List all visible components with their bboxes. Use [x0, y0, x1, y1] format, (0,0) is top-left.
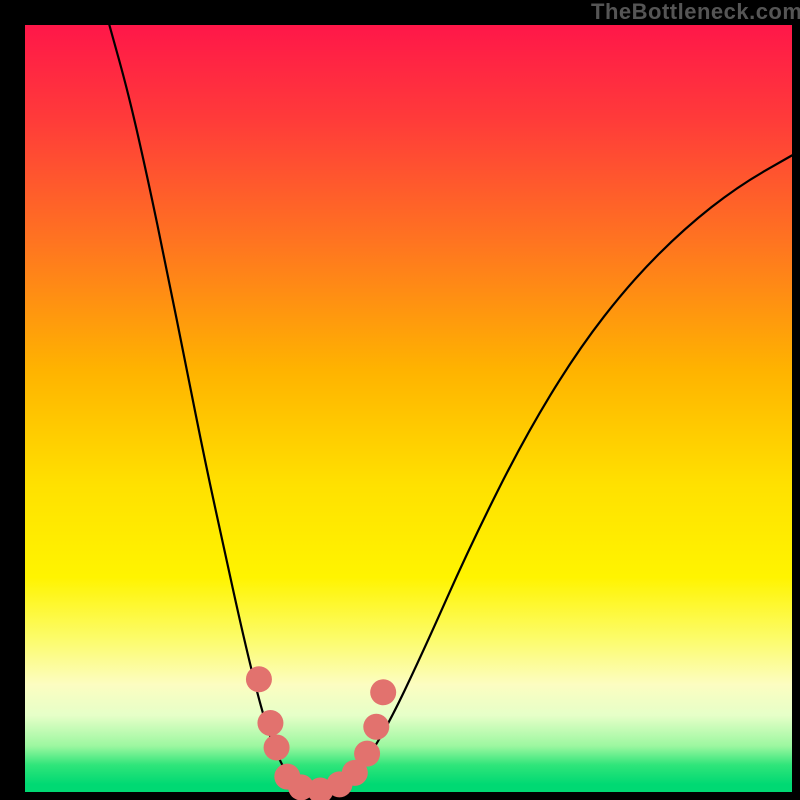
- bottleneck-chart: [0, 0, 800, 800]
- curve-marker: [363, 714, 389, 740]
- curve-marker: [354, 741, 380, 767]
- curve-marker: [264, 735, 290, 761]
- curve-marker: [246, 666, 272, 692]
- curve-marker: [257, 710, 283, 736]
- watermark-text: TheBottleneck.com: [591, 0, 800, 25]
- curve-marker: [370, 679, 396, 705]
